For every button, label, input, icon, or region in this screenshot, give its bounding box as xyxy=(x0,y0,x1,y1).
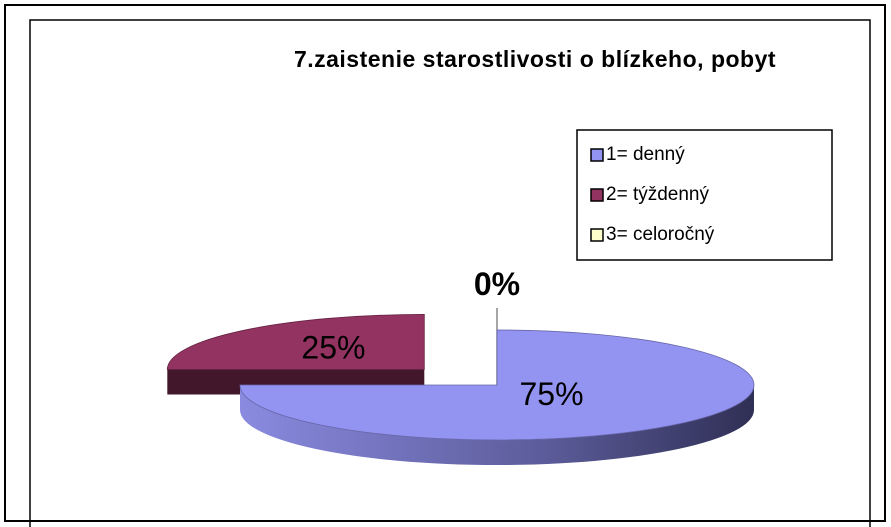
legend-swatch xyxy=(590,228,604,242)
legend-label: 1= denný xyxy=(606,144,685,165)
legend-box xyxy=(576,129,833,261)
plot-frame xyxy=(29,19,871,527)
pie-slice xyxy=(239,329,755,441)
data-label: 25% xyxy=(301,329,365,365)
data-label: 75% xyxy=(519,376,583,412)
outer-frame xyxy=(4,4,886,522)
legend-swatch xyxy=(590,148,604,162)
pie-side xyxy=(240,385,754,465)
pie-slice xyxy=(166,314,425,370)
data-label: 0% xyxy=(474,266,520,302)
legend-swatch xyxy=(590,188,604,202)
legend-label: 3= celoročný xyxy=(606,224,715,245)
legend-label: 2= týždenný xyxy=(606,184,709,205)
chart-title: 7.zaistenie starostlivosti o blízkeho, p… xyxy=(293,46,777,72)
